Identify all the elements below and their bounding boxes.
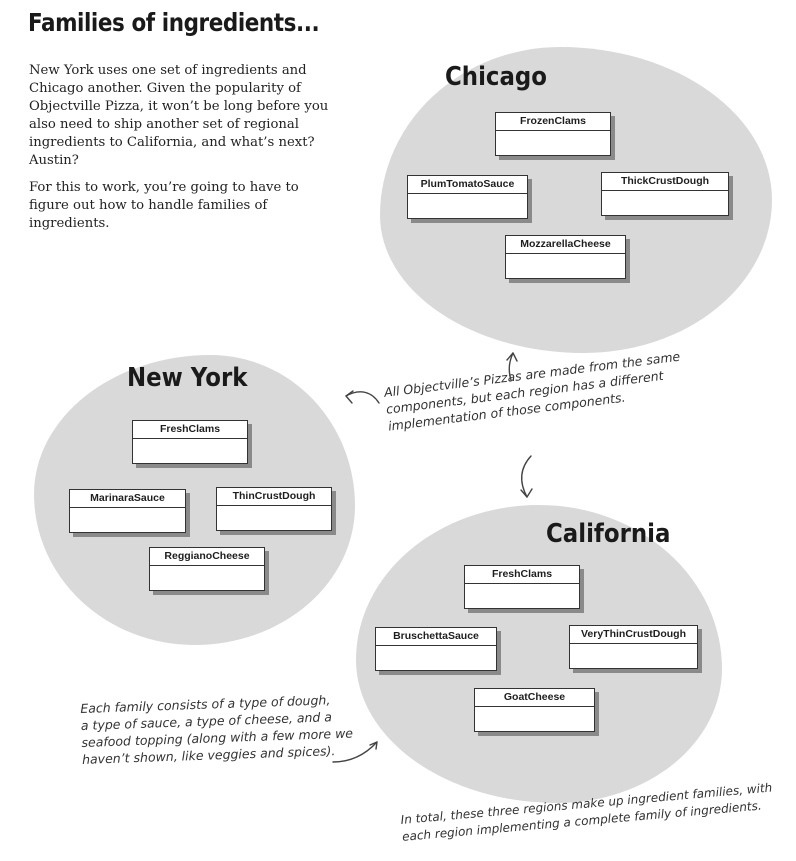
class-name: MarinaraSauce [70, 490, 185, 508]
class-name: ReggianoCheese [150, 548, 264, 566]
class-name: FreshClams [133, 421, 247, 439]
class-name: BruschettaSauce [376, 628, 496, 646]
page-heading: Families of ingredients... [28, 8, 320, 37]
chicago-plum-tomato-sauce-class: PlumTomatoSauce [407, 175, 528, 219]
class-name: MozzarellaCheese [506, 236, 625, 254]
arrow-to-chicago [508, 352, 514, 381]
california-bruschetta-sauce-class: BruschettaSauce [375, 627, 497, 671]
california-very-thin-crust-dough-class: VeryThinCrustDough [569, 625, 698, 669]
chicago-frozen-clams-class: FrozenClams [495, 112, 611, 156]
class-name: PlumTomatoSauce [408, 176, 527, 194]
class-name: GoatCheese [475, 689, 594, 707]
arrow-to-california [521, 455, 532, 498]
new-york-region-title: New York [127, 363, 248, 393]
arrow-family-to-california [332, 741, 378, 763]
class-name: VeryThinCrustDough [570, 626, 697, 644]
class-name: ThickCrustDough [602, 173, 728, 191]
intro-paragraph-1: New York uses one set of ingredients and… [29, 63, 329, 168]
new-york-marinara-sauce-class: MarinaraSauce [69, 489, 186, 533]
new-york-fresh-clams-class: FreshClams [132, 420, 248, 464]
chicago-region-title: Chicago [445, 62, 548, 92]
chicago-mozzarella-cheese-class: MozzarellaCheese [505, 235, 626, 279]
new-york-reggiano-cheese-class: ReggianoCheese [149, 547, 265, 591]
california-fresh-clams-class: FreshClams [464, 565, 580, 609]
california-region-title: California [546, 519, 671, 549]
class-name: ThinCrustDough [217, 488, 331, 506]
class-name: FreshClams [465, 566, 579, 584]
new-york-thin-crust-dough-class: ThinCrustDough [216, 487, 332, 531]
class-name: FrozenClams [496, 113, 610, 131]
intro-paragraph-2: For this to work, you’re going to have t… [29, 180, 299, 231]
intro-text: New York uses one set of ingredients and… [29, 62, 329, 242]
chicago-thick-crust-dough-class: ThickCrustDough [601, 172, 729, 216]
california-goat-cheese-class: GoatCheese [474, 688, 595, 732]
